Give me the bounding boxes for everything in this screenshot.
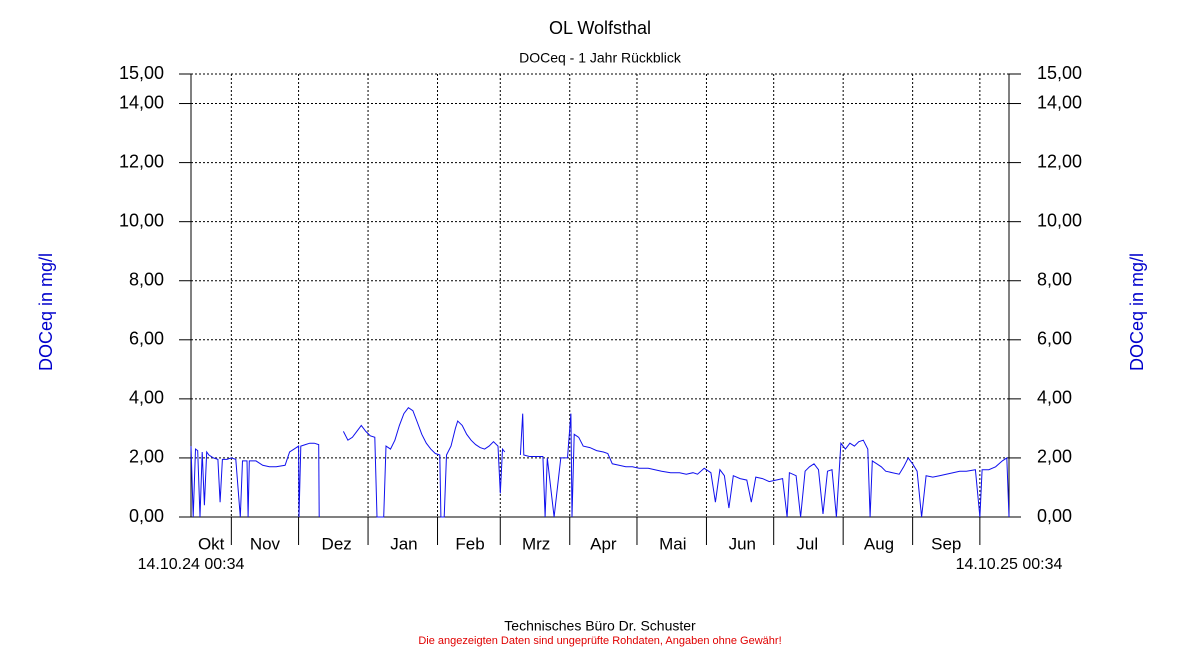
data-line (190, 407, 1010, 518)
x-tick-label: Jun (729, 534, 756, 553)
x-tick-label: Dez (322, 534, 352, 553)
x-tick-label: Nov (250, 534, 281, 553)
y2-tick-label: 12,00 (1037, 151, 1082, 171)
y-tick-label: 0,00 (129, 506, 164, 526)
y-tick-label: 6,00 (129, 329, 164, 349)
y2-tick-label: 4,00 (1037, 388, 1072, 408)
x-tick-label: Sep (931, 534, 961, 553)
y2-tick-label: 10,00 (1037, 210, 1082, 230)
y-tick-label: 4,00 (129, 388, 164, 408)
y-tick-label: 2,00 (129, 447, 164, 467)
y-tick-label: 14,00 (119, 92, 164, 112)
y2-tick-label: 2,00 (1037, 447, 1072, 467)
x-tick-label: Jul (796, 534, 818, 553)
x-tick-label: Jan (390, 534, 417, 553)
x-tick-label: Apr (590, 534, 617, 553)
y-tick-label: 10,00 (119, 210, 164, 230)
y2-tick-label: 6,00 (1037, 329, 1072, 349)
x-tick-label: Mai (659, 534, 686, 553)
y-tick-label: 15,00 (119, 63, 164, 83)
y2-tick-label: 0,00 (1037, 506, 1072, 526)
y2-tick-label: 8,00 (1037, 269, 1072, 289)
y2-axis-label: DOCeq in mg/l (1127, 253, 1147, 371)
chart-title: OL Wolfsthal (549, 18, 651, 38)
x-tick-label: Mrz (522, 534, 550, 553)
y-tick-label: 12,00 (119, 151, 164, 171)
x-tick-label: Feb (455, 534, 484, 553)
disclaimer: Die angezeigten Daten sind ungeprüfte Ro… (418, 635, 781, 647)
x-end-label: 14.10.25 00:34 (956, 556, 1063, 573)
y-axis-label: DOCeq in mg/l (36, 253, 56, 371)
x-tick-label: Aug (864, 534, 894, 553)
chart-subtitle: DOCeq - 1 Jahr Rückblick (519, 50, 682, 66)
y2-tick-label: 15,00 (1037, 63, 1082, 83)
x-tick-label: Okt (198, 534, 225, 553)
x-start-label: 14.10.24 00:34 (138, 556, 245, 573)
footer: Technisches Büro Dr. Schuster (504, 618, 696, 634)
y-tick-label: 8,00 (129, 269, 164, 289)
y2-tick-label: 14,00 (1037, 92, 1082, 112)
